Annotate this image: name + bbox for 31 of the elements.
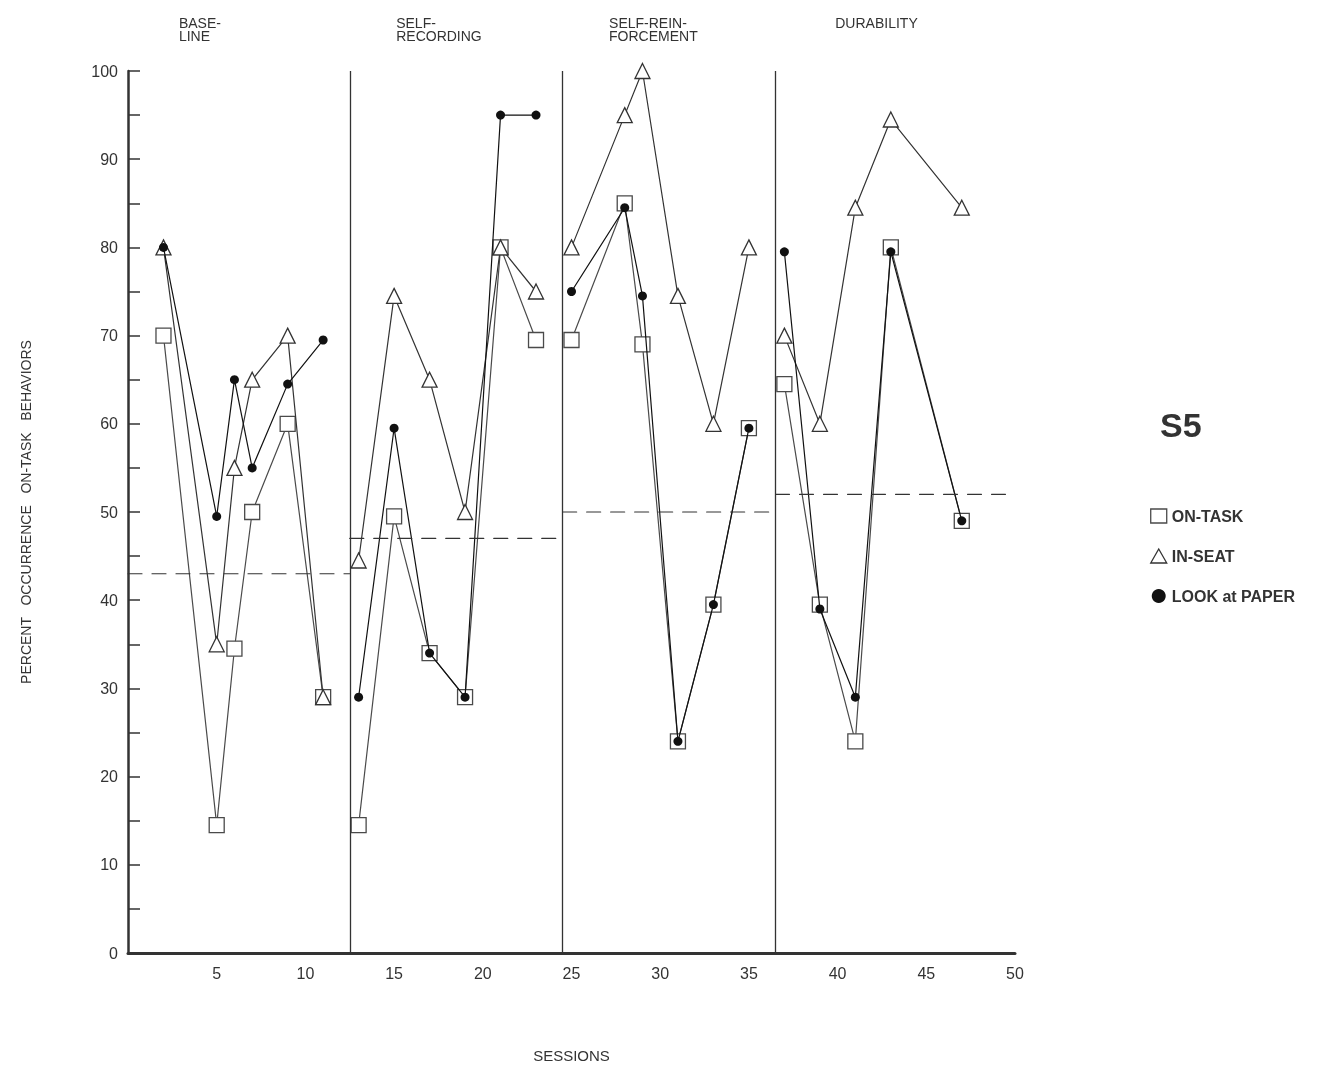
y-tick-label: 90 — [100, 150, 119, 168]
y-tick-label: 20 — [100, 768, 119, 786]
y-tick-label: 100 — [91, 62, 119, 80]
text: SELF- RECORDING — [396, 15, 482, 44]
y-tick-label: 70 — [100, 327, 119, 345]
legend-label: IN-SEAT — [1171, 547, 1235, 565]
x-tick-label: 20 — [473, 964, 492, 982]
x-tick-label: 15 — [385, 964, 404, 982]
x-tick-label: 25 — [562, 964, 581, 982]
x-tick-label: 50 — [1006, 964, 1024, 982]
text: BASE- LINE — [178, 15, 222, 44]
text: DURABILITY — [835, 15, 919, 31]
y-axis-title: PERCENT OCCURRENCE ON-TASK BEHAVIORS — [18, 340, 34, 684]
y-tick-label: 10 — [100, 856, 119, 874]
y-tick-label: 40 — [100, 591, 119, 609]
y-tick-label: 30 — [100, 679, 119, 697]
x-axis-title: SESSIONS — [533, 1047, 610, 1064]
x-tick-label: 10 — [296, 964, 315, 982]
text: SELF-REIN- FORCEMENT — [609, 15, 699, 44]
y-tick-label: 0 — [109, 944, 119, 962]
x-tick-label: 5 — [212, 964, 222, 982]
y-tick-label: 50 — [100, 503, 119, 521]
legend-label: LOOK at PAPER — [1171, 587, 1296, 605]
y-tick-label: 60 — [100, 415, 119, 433]
x-tick-label: 35 — [740, 964, 758, 982]
x-tick-label: 40 — [828, 964, 847, 982]
text: S5 — [1160, 406, 1202, 444]
y-tick-label: 80 — [100, 238, 119, 256]
x-tick-label: 45 — [917, 964, 936, 982]
x-tick-label: 30 — [651, 964, 670, 982]
legend-label: ON-TASK — [1171, 507, 1244, 525]
